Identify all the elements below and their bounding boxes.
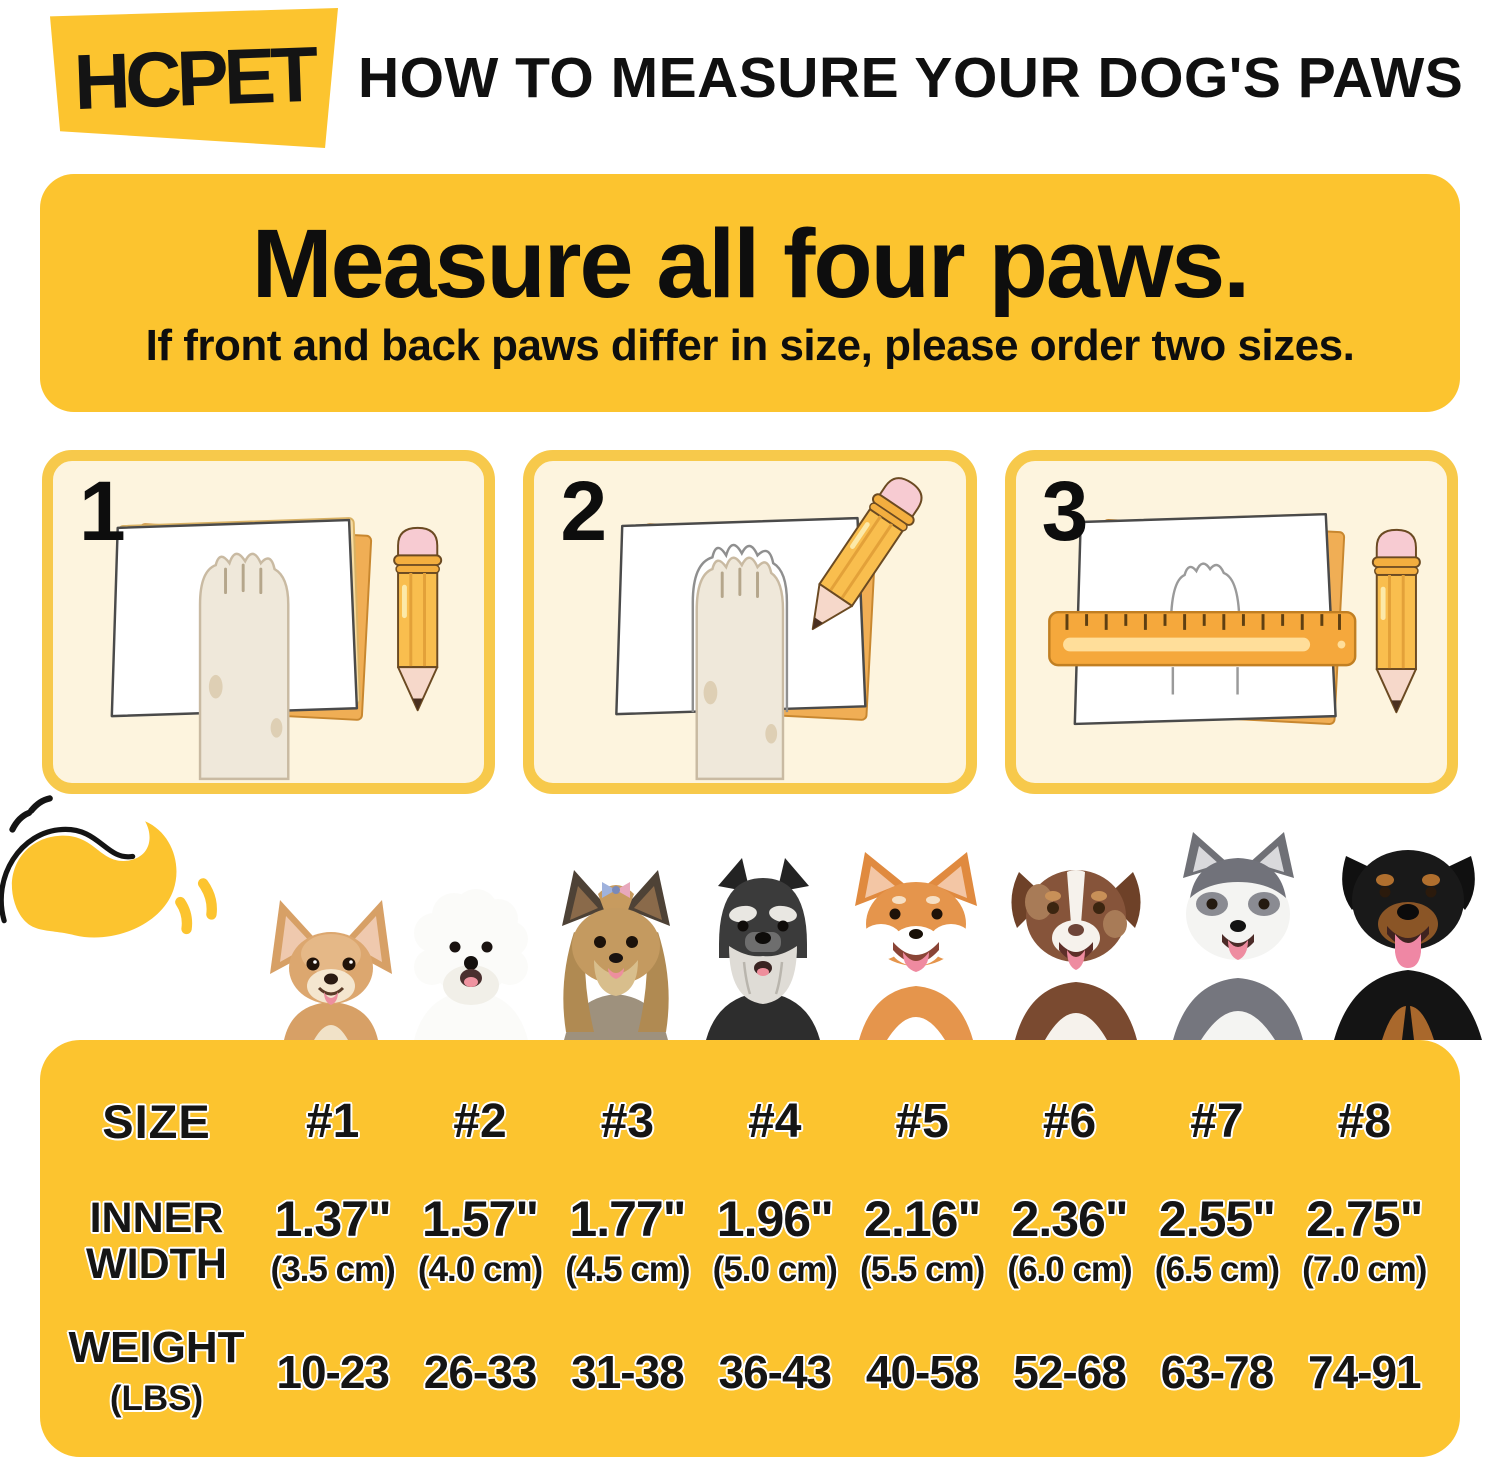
weight-value: 52-68	[1013, 1345, 1127, 1398]
dog-photo-rottweiler	[1334, 850, 1482, 1040]
size-value: #2	[453, 1095, 507, 1148]
dogs-strip	[0, 794, 1500, 1040]
dog-photo-australian-shepherd	[1011, 870, 1141, 1040]
inner-width-value: 2.75" (7.0 cm)	[1302, 1191, 1427, 1289]
pencil-icon	[393, 526, 443, 712]
size-row: SIZE #1 #2 #3 #4 #5 #6 #7 #8	[54, 1094, 1438, 1149]
dogs-row	[256, 812, 1498, 1040]
dog-photo-bichon-frise	[414, 889, 528, 1040]
weight-value: 31-38	[571, 1345, 685, 1398]
weight-value: 10-23	[276, 1345, 390, 1398]
inner-width-row-label: INNER WIDTH	[86, 1193, 227, 1289]
step-number: 1	[79, 464, 126, 558]
banner-heading: Measure all four paws.	[251, 208, 1250, 318]
size-value: #6	[1042, 1095, 1097, 1148]
dog-photo-schnauzer	[706, 858, 820, 1040]
size-value: #1	[305, 1095, 360, 1148]
inner-width-value: 1.57" (4.0 cm)	[417, 1191, 543, 1289]
page-title: HOW TO MEASURE YOUR DOG'S PAWS	[358, 46, 1464, 110]
step-number: 2	[560, 464, 608, 558]
logo-text: HCPET	[72, 29, 316, 126]
size-row-label: SIZE	[102, 1095, 211, 1148]
step-card-2: 2	[523, 450, 977, 794]
paw-icon	[198, 552, 290, 781]
hcpet-logo: HCPET	[50, 8, 338, 148]
trace-outline	[691, 543, 789, 713]
step-3-illustration	[1047, 512, 1421, 726]
steps-row: 1	[42, 450, 1458, 794]
header: HCPET HOW TO MEASURE YOUR DOG'S PAWS	[0, 0, 1500, 152]
size-value: #4	[748, 1095, 802, 1148]
squiggle-doodle-icon	[0, 795, 217, 938]
weight-value: 40-58	[865, 1345, 980, 1398]
inner-width-value: 2.55" (6.5 cm)	[1154, 1191, 1280, 1289]
pencil-icon	[812, 477, 923, 631]
measure-banner: Measure all four paws. If front and back…	[40, 174, 1460, 412]
size-value: #5	[895, 1095, 949, 1148]
step-card-3: 3	[1004, 450, 1458, 794]
step-1-illustration	[110, 517, 443, 781]
ruler-icon	[1047, 610, 1357, 667]
size-value: #3	[600, 1095, 655, 1148]
banner-subheading: If front and back paws differ in size, p…	[145, 321, 1355, 371]
weight-row: WEIGHT (LBS) 10-23 26-33 31-38 36-43 40-…	[54, 1322, 1438, 1421]
dog-photo-chihuahua	[270, 900, 392, 1040]
weight-value: 74-91	[1307, 1345, 1422, 1398]
inner-width-value: 1.96" (5.0 cm)	[712, 1191, 838, 1289]
inner-width-value: 2.36" (6.0 cm)	[1007, 1191, 1132, 1289]
step-card-1: 1	[42, 450, 496, 794]
paw-trace-outline	[1169, 562, 1241, 695]
size-chart: SIZE #1 #2 #3 #4 #5 #6 #7 #8 INNER WIDTH…	[40, 1040, 1460, 1457]
step-number: 3	[1041, 464, 1089, 558]
pencil-icon	[1371, 528, 1421, 714]
step-2-illustration	[615, 477, 923, 781]
inner-width-value: 1.37" (3.5 cm)	[270, 1191, 396, 1289]
inner-width-value: 1.77" (4.5 cm)	[565, 1191, 690, 1289]
weight-value: 36-43	[718, 1345, 832, 1398]
inner-width-row: INNER WIDTH 1.37" (3.5 cm) 1.57" (4.0 cm) …	[54, 1193, 1438, 1290]
paw-icon	[695, 556, 785, 781]
dog-photo-yorkshire-terrier	[562, 870, 670, 1040]
size-value: #8	[1337, 1095, 1391, 1148]
dog-photo-alaskan-malamute	[1173, 832, 1303, 1040]
weight-value: 63-78	[1160, 1345, 1275, 1398]
weight-row-label: WEIGHT (LBS)	[68, 1322, 245, 1418]
dog-photo-shiba-inu	[855, 852, 977, 1040]
inner-width-value: 2.16" (5.5 cm)	[860, 1191, 985, 1289]
weight-value: 26-33	[423, 1345, 538, 1398]
size-value: #7	[1190, 1095, 1244, 1148]
